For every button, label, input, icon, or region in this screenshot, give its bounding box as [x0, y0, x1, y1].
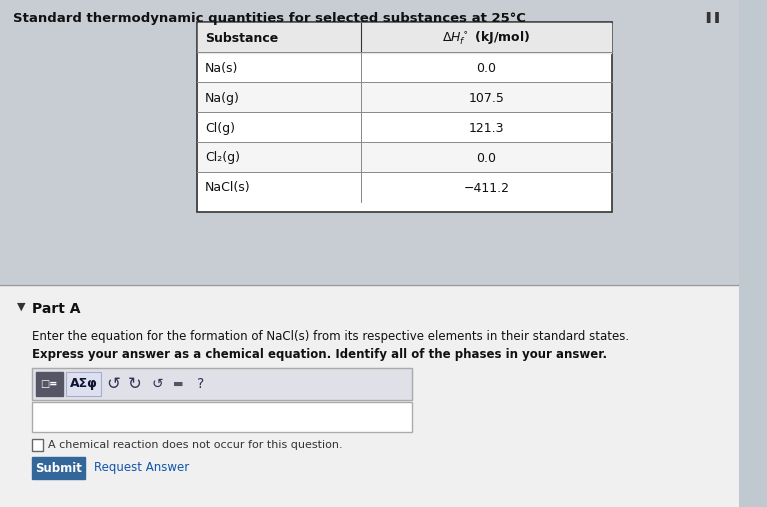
Text: ↺: ↺ — [107, 375, 120, 393]
Bar — [31, 402, 412, 432]
Text: ↻: ↻ — [128, 375, 142, 393]
Text: ?: ? — [196, 377, 204, 391]
Bar — [31, 368, 412, 400]
Text: 0.0: 0.0 — [476, 61, 496, 75]
Text: 121.3: 121.3 — [469, 122, 504, 134]
Text: Na(s): Na(s) — [205, 61, 239, 75]
Bar — [0, 285, 739, 507]
Bar — [31, 402, 412, 432]
Text: $\Delta H_f^\circ$ (kJ/mol): $\Delta H_f^\circ$ (kJ/mol) — [443, 29, 531, 47]
Text: Standard thermodynamic quantities for selected substances at 25°C: Standard thermodynamic quantities for se… — [14, 12, 526, 25]
Bar — [31, 439, 44, 451]
Text: ▬: ▬ — [173, 379, 183, 389]
Text: 0.0: 0.0 — [476, 152, 496, 164]
Bar — [31, 368, 412, 400]
Bar — [199, 83, 611, 112]
Text: Part A: Part A — [31, 302, 81, 316]
Text: NaCl(s): NaCl(s) — [205, 182, 251, 195]
Bar — [199, 23, 611, 211]
Bar — [199, 113, 611, 142]
Bar — [197, 22, 611, 212]
Text: Na(g): Na(g) — [205, 91, 240, 104]
Text: 107.5: 107.5 — [469, 91, 505, 104]
Bar — [35, 372, 63, 396]
Text: A chemical reaction does not occur for this question.: A chemical reaction does not occur for t… — [48, 440, 343, 450]
Bar — [67, 372, 101, 396]
Text: Express your answer as a chemical equation. Identify all of the phases in your a: Express your answer as a chemical equati… — [31, 348, 607, 361]
Text: Cl₂(g): Cl₂(g) — [205, 152, 240, 164]
Text: Request Answer: Request Answer — [94, 461, 189, 475]
Text: Substance: Substance — [205, 31, 278, 45]
Text: −411.2: −411.2 — [463, 182, 509, 195]
Bar — [31, 439, 44, 451]
Bar — [199, 173, 611, 202]
Bar — [199, 53, 611, 82]
Text: Enter the equation for the formation of NaCl(s) from its respective elements in : Enter the equation for the formation of … — [31, 330, 629, 343]
Bar — [67, 372, 101, 396]
Bar — [199, 143, 611, 172]
Bar — [0, 0, 739, 285]
Text: AΣφ: AΣφ — [70, 378, 97, 390]
Text: ↺: ↺ — [151, 377, 163, 391]
Bar — [199, 23, 611, 53]
Text: □=: □= — [41, 379, 58, 389]
Text: Cl(g): Cl(g) — [205, 122, 235, 134]
Text: Submit: Submit — [35, 461, 82, 475]
Text: ❚❚: ❚❚ — [703, 12, 723, 23]
Text: ▼: ▼ — [18, 302, 26, 312]
Bar — [31, 457, 85, 479]
